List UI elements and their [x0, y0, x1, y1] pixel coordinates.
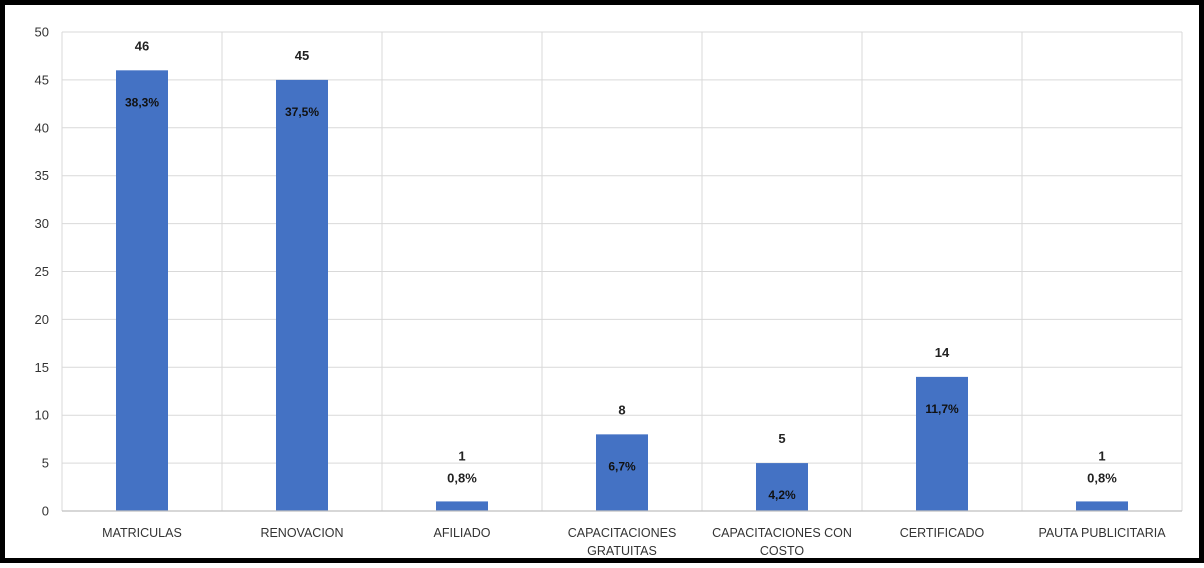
bar: [916, 376, 968, 511]
data-labels: 46 38,3% 45 37,5% 1 0,8% 8 6,7% 5 4,2% 14 11,7% 1 0,8…: [125, 38, 1117, 502]
x-tick-label: AFILIADO: [434, 526, 491, 540]
percent-label: 37,5%: [285, 105, 319, 119]
y-tick-label: 50: [35, 25, 49, 40]
x-tick-label: MATRICULAS: [102, 526, 182, 540]
value-label: 46: [135, 38, 149, 53]
value-label: 5: [778, 431, 785, 446]
bars: [116, 70, 1128, 512]
value-label: 1: [458, 448, 465, 463]
y-tick-label: 40: [35, 120, 49, 135]
bar: [596, 434, 648, 511]
bar: [116, 70, 168, 511]
y-tick-label: 25: [35, 264, 49, 279]
y-tick-label: 20: [35, 312, 49, 327]
bar: [276, 79, 328, 512]
y-tick-label: 30: [35, 216, 49, 231]
y-tick-label: 0: [42, 504, 49, 519]
bar: [436, 501, 488, 511]
x-tick-label: GRATUITAS: [587, 544, 657, 558]
percent-label: 4,2%: [768, 488, 796, 502]
y-tick-label: 45: [35, 72, 49, 87]
x-tick-label: CAPACITACIONES CON: [712, 526, 852, 540]
x-tick-label: COSTO: [760, 544, 804, 558]
percent-label: 0,8%: [1087, 470, 1117, 485]
y-tick-label: 15: [35, 360, 49, 375]
value-label: 1: [1098, 448, 1105, 463]
y-tick-label: 10: [35, 408, 49, 423]
bar: [756, 463, 808, 511]
value-label: 8: [618, 402, 625, 417]
value-label: 14: [935, 345, 950, 360]
gridlines: [61, 31, 1183, 511]
x-tick-label: RENOVACION: [260, 526, 343, 540]
y-tick-label: 5: [42, 456, 49, 471]
x-tick-label: PAUTA PUBLICITARIA: [1038, 526, 1166, 540]
bar: [1076, 501, 1128, 511]
y-tick-label: 35: [35, 168, 49, 183]
x-axis: MATRICULAS RENOVACION AFILIADO CAPACITACION…: [62, 510, 1182, 558]
value-label: 45: [295, 48, 309, 63]
y-axis: 0 5 10 15 20 25 30 35 40 45 50: [35, 25, 49, 519]
percent-label: 11,7%: [925, 402, 959, 416]
percent-label: 38,3%: [125, 95, 159, 109]
percent-label: 6,7%: [608, 459, 636, 473]
x-tick-label: CAPACITACIONES: [568, 526, 677, 540]
percent-label: 0,8%: [447, 470, 477, 485]
x-tick-label: CERTIFICADO: [900, 526, 985, 540]
